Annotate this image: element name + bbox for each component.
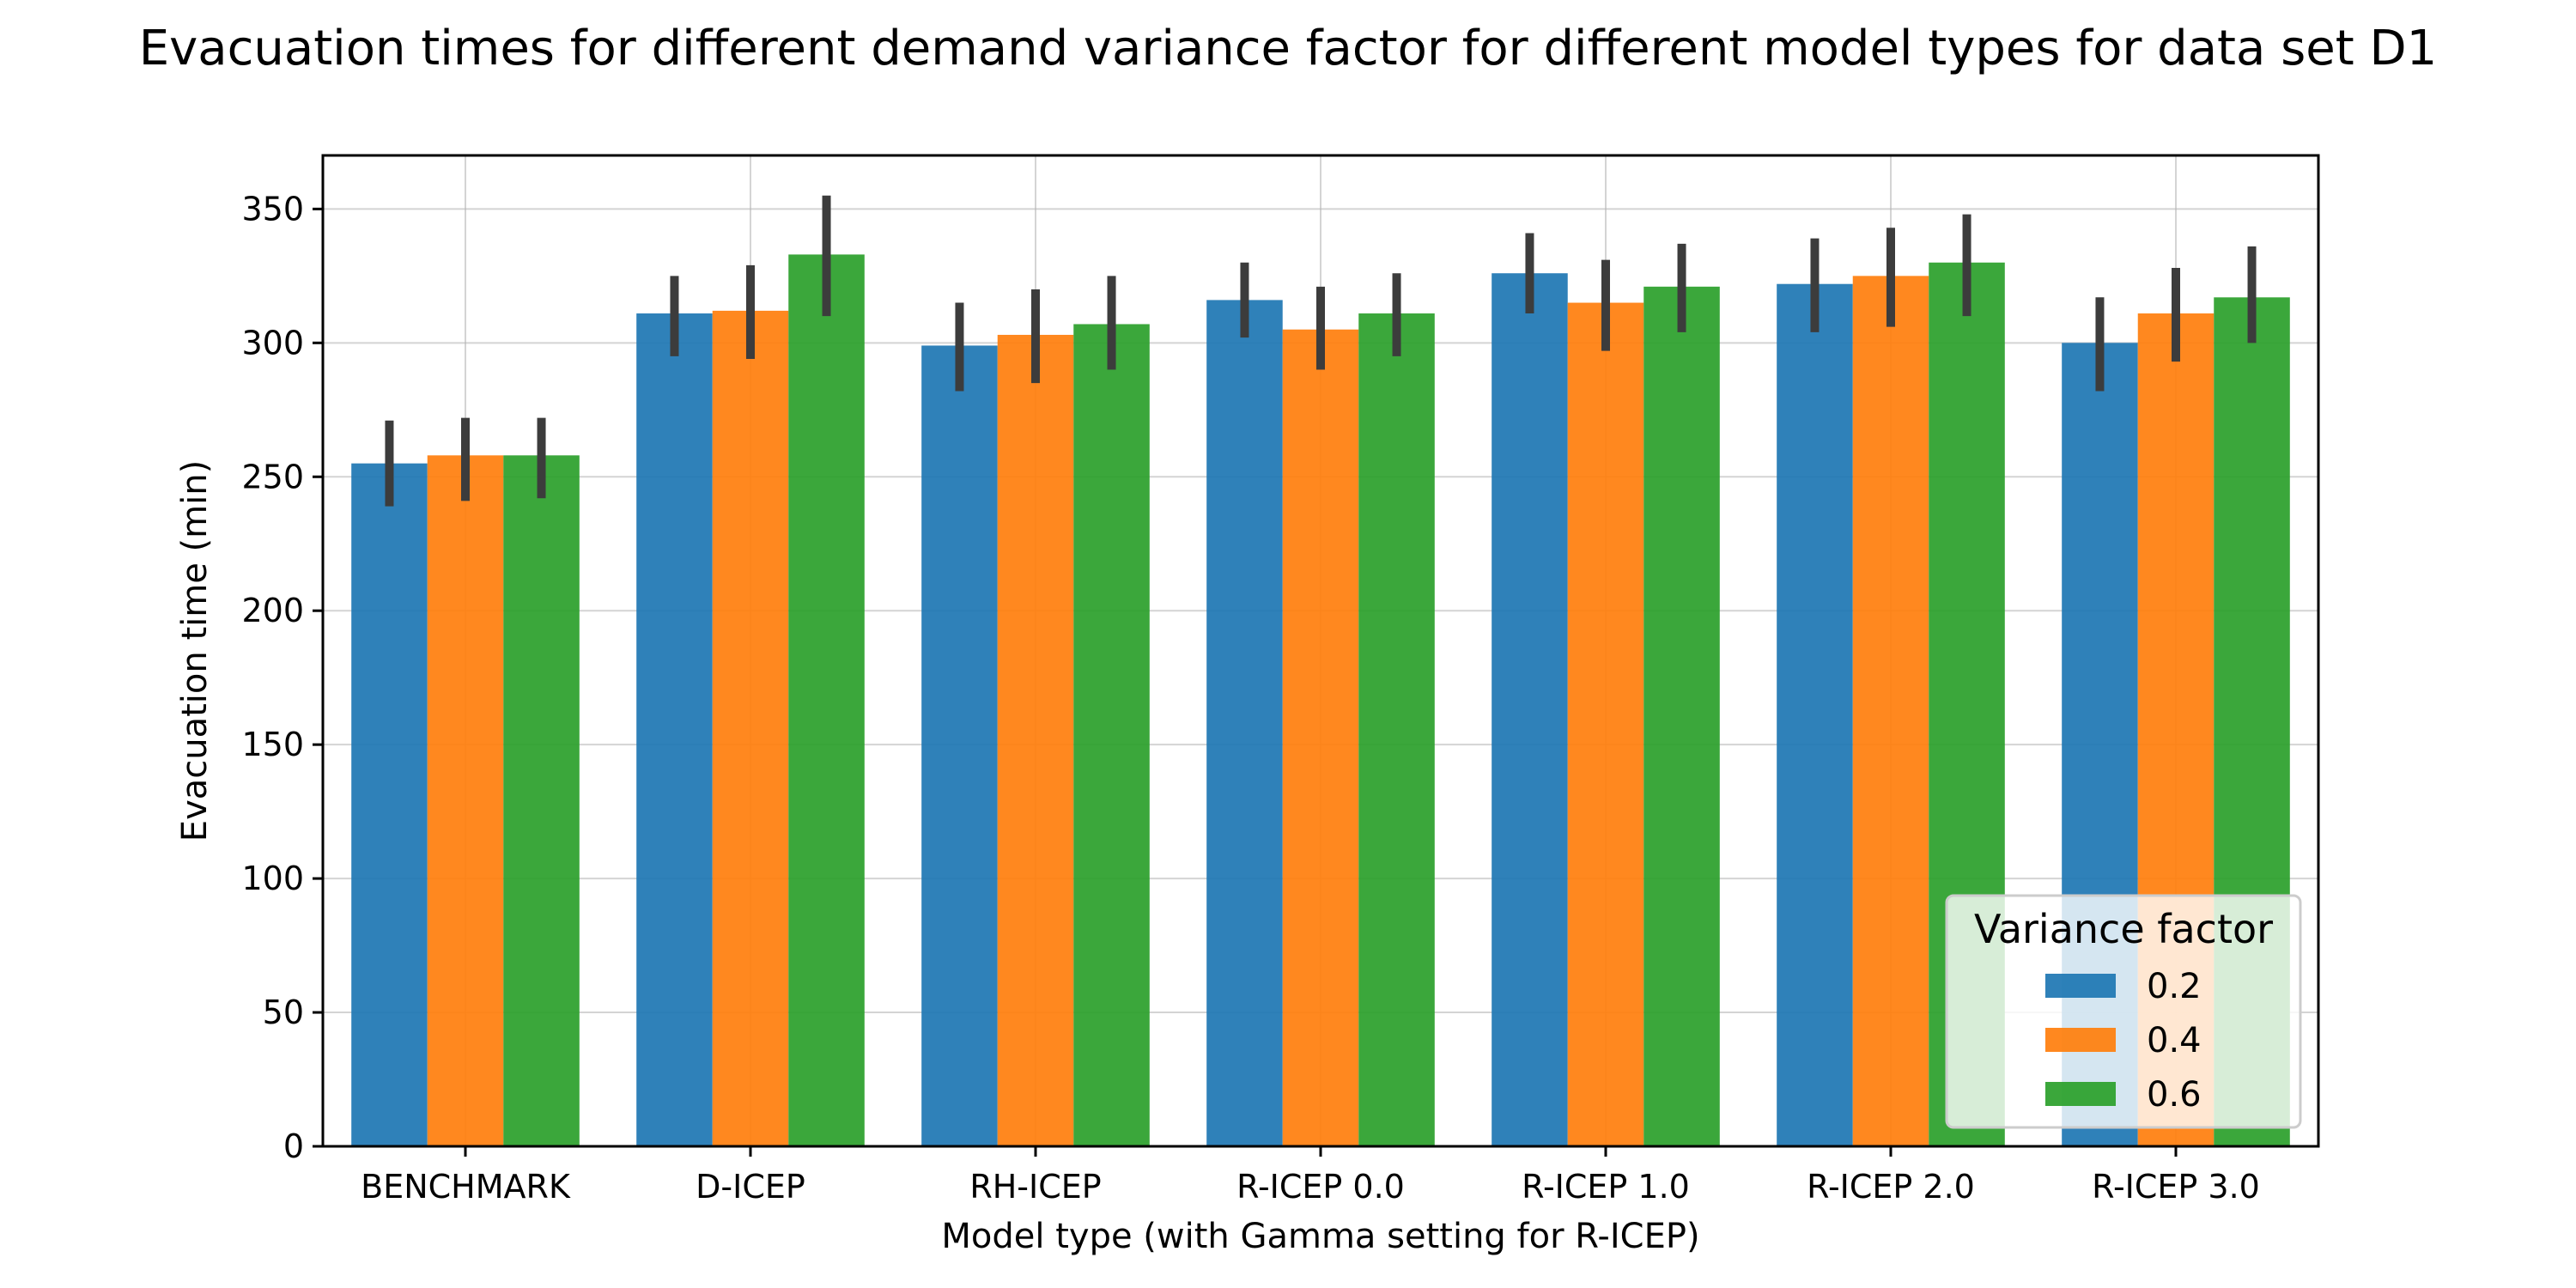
x-tick-label: R-ICEP 0.0 bbox=[1236, 1168, 1405, 1206]
legend: Variance factor 0.2 0.4 0.6 bbox=[1945, 894, 2302, 1129]
chart-title: Evacuation times for different demand va… bbox=[139, 21, 2437, 76]
bar bbox=[788, 254, 865, 1146]
error-bars bbox=[385, 195, 2257, 507]
bar bbox=[1492, 273, 1568, 1146]
bar bbox=[1358, 313, 1435, 1146]
y-tick-label: 150 bbox=[241, 726, 304, 763]
y-tick-label: 0 bbox=[283, 1127, 304, 1165]
legend-frame bbox=[1945, 894, 2302, 1129]
bar bbox=[503, 455, 580, 1146]
y-tick-label: 200 bbox=[241, 592, 304, 629]
bar bbox=[712, 310, 789, 1146]
bar bbox=[427, 455, 504, 1146]
y-tick-label: 100 bbox=[241, 860, 304, 897]
y-axis-label: Evacuation time (min) bbox=[175, 460, 215, 841]
bar bbox=[1567, 302, 1644, 1146]
bar bbox=[1643, 286, 1720, 1146]
bar bbox=[1777, 283, 1853, 1146]
bar bbox=[351, 463, 428, 1146]
x-tick-label: R-ICEP 3.0 bbox=[2092, 1168, 2260, 1206]
bar bbox=[997, 334, 1074, 1147]
legend-swatch bbox=[2045, 974, 2116, 998]
bar bbox=[921, 345, 998, 1146]
y-tick-label: 50 bbox=[263, 993, 304, 1031]
x-tick-label: D-ICEP bbox=[696, 1168, 805, 1206]
legend-title: Variance factor bbox=[1974, 906, 2273, 952]
x-tick-label: RH-ICEP bbox=[969, 1168, 1101, 1206]
legend-label: 0.6 bbox=[2147, 1075, 2202, 1115]
y-tick-label: 300 bbox=[241, 324, 304, 361]
x-tick-label: R-ICEP 1.0 bbox=[1522, 1168, 1690, 1206]
legend-label: 0.2 bbox=[2147, 967, 2202, 1006]
x-tick-label: R-ICEP 2.0 bbox=[1807, 1168, 1975, 1206]
legend-swatch bbox=[2045, 1082, 2116, 1106]
legend-swatch bbox=[2045, 1028, 2116, 1052]
bar bbox=[1852, 276, 1929, 1147]
bar bbox=[1073, 324, 1150, 1146]
x-tick-label: BENCHMARK bbox=[361, 1168, 571, 1206]
bar bbox=[636, 313, 713, 1146]
x-axis: BENCHMARK D-ICEP RH-ICEP R-ICEP 0.0 R-ICEP 1… bbox=[361, 1146, 2260, 1206]
bar bbox=[1206, 300, 1283, 1146]
legend-label: 0.4 bbox=[2147, 1021, 2202, 1060]
y-tick-label: 250 bbox=[241, 458, 304, 495]
y-tick-label: 350 bbox=[241, 190, 304, 228]
bar bbox=[1282, 329, 1359, 1146]
y-axis: 0 50 100 150 200 250 300 350 bbox=[241, 190, 323, 1165]
x-axis-label: Model type (with Gamma setting for R-ICE… bbox=[941, 1217, 1699, 1256]
bars bbox=[351, 254, 2290, 1147]
